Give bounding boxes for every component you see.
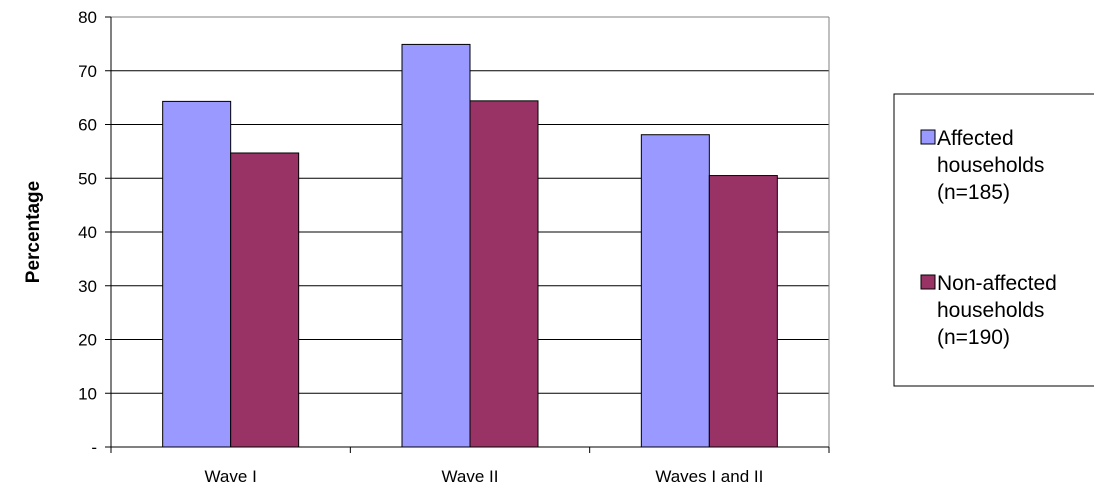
y-axis-title: Percentage [23, 181, 44, 283]
label-layer: - 10 20 30 40 50 60 70 80 Wave I Wave II Waves I an… [23, 8, 763, 486]
legend-label: households [937, 299, 1044, 322]
bar-layer [162, 43, 778, 448]
legend: Affected households (n=185) Non-affected hou… [893, 93, 1094, 387]
y-tick-label: 40 [78, 223, 97, 242]
bar [708, 175, 778, 448]
y-tick-label: - [91, 438, 97, 457]
legend-label: (n=190) [937, 326, 1010, 349]
legend-swatch [920, 129, 936, 145]
x-tick-label: Wave II [442, 467, 499, 486]
bar [640, 134, 710, 448]
bar [230, 152, 300, 448]
legend-label: (n=185) [937, 181, 1010, 204]
bar [469, 100, 539, 448]
bar [162, 100, 232, 448]
y-tick-label: 20 [78, 331, 97, 350]
axis-layer [105, 16, 830, 453]
y-tick-label: 50 [78, 169, 97, 188]
y-tick-label: 30 [78, 277, 97, 296]
y-tick-label: 80 [78, 8, 97, 27]
legend-label: Non-affected [937, 272, 1057, 295]
x-tick-label: Wave I [205, 467, 257, 486]
y-tick-label: 60 [78, 116, 97, 135]
legend-label: Affected [937, 127, 1014, 150]
legend-swatch [920, 274, 936, 290]
y-tick-label: 10 [78, 384, 97, 403]
x-tick-label: Waves I and II [655, 467, 763, 486]
bar [401, 43, 471, 448]
legend-label: households [937, 154, 1044, 177]
y-tick-label: 70 [78, 62, 97, 81]
